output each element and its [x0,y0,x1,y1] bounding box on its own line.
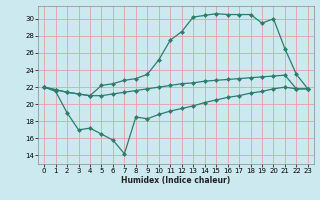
X-axis label: Humidex (Indice chaleur): Humidex (Indice chaleur) [121,176,231,185]
